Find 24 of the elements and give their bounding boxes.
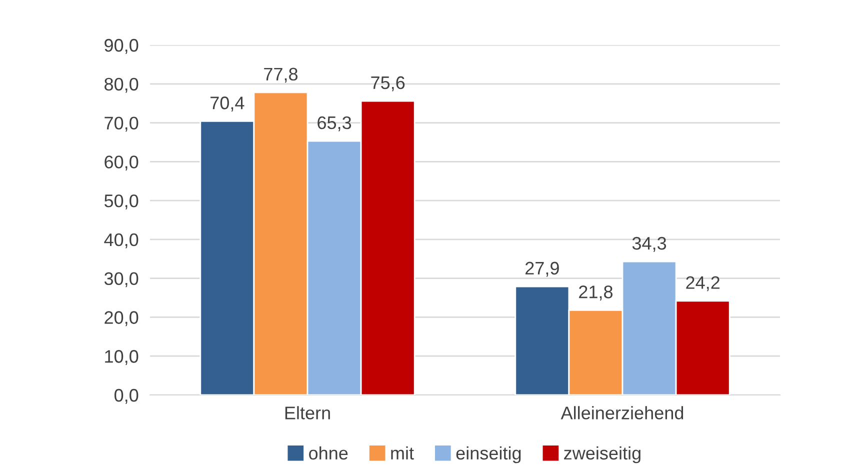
y-tick-label: 70,0 — [104, 116, 138, 132]
data-label: 27,9 — [526, 262, 559, 277]
legend-label: ohne — [309, 446, 348, 460]
legend-label: mit — [391, 446, 414, 460]
x-tick-label: Eltern — [285, 406, 330, 420]
legend-label: einseitig — [456, 446, 521, 464]
data-label: 21,8 — [579, 286, 613, 300]
y-tick-label: 90,0 — [104, 38, 138, 54]
y-tick-label: 10,0 — [105, 350, 138, 365]
y-tick-label: 40,0 — [104, 233, 138, 248]
y-tick-label: 20,0 — [104, 311, 138, 326]
y-tick-label: 60,0 — [104, 156, 138, 171]
data-label: 70,4 — [210, 96, 244, 112]
data-label: 75,6 — [371, 76, 405, 92]
x-tick-label: Alleinerziehend — [560, 406, 684, 420]
y-tick-label: 80,0 — [104, 78, 138, 93]
data-label: 65,3 — [318, 116, 352, 132]
y-tick-label: 50,0 — [104, 194, 138, 210]
y-tick-label: 0,0 — [114, 388, 138, 404]
data-label: 77,8 — [264, 68, 298, 83]
data-label: 24,2 — [686, 276, 720, 292]
data-label: 34,3 — [632, 236, 666, 252]
y-tick-label: 30,0 — [104, 272, 138, 288]
legend-label: zweiseitig — [564, 446, 640, 464]
